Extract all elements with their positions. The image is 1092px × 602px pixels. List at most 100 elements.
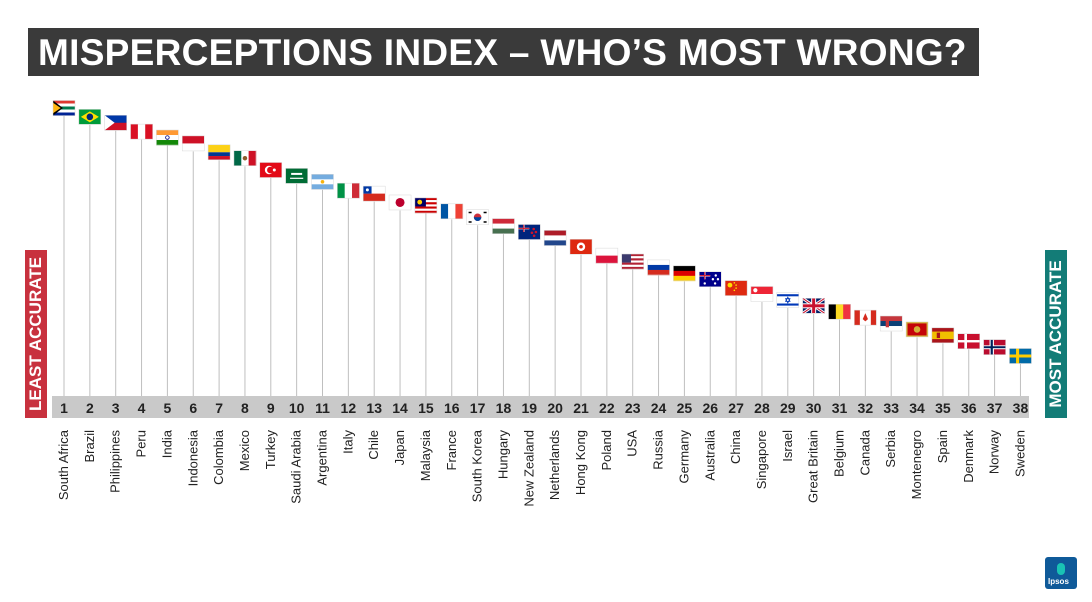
country-label: New Zealand <box>521 430 536 507</box>
country-label: South Africa <box>56 429 71 500</box>
country-label: Great Britain <box>806 430 821 503</box>
rank-label: 16 <box>444 400 460 416</box>
norway-flag-icon <box>983 339 1006 355</box>
country-label: Denmark <box>961 430 976 483</box>
country-label: Japan <box>392 430 407 465</box>
rank-label: 1 <box>60 400 68 416</box>
country-label: Malaysia <box>418 429 433 481</box>
hungary-flag-icon <box>492 218 515 234</box>
rank-label: 19 <box>522 400 538 416</box>
rank-label: 24 <box>651 400 667 416</box>
russia-flag-icon <box>647 259 670 276</box>
chart-title: MISPERCEPTIONS INDEX – WHO’S MOST WRONG? <box>28 28 979 76</box>
country-label: Hong Kong <box>573 430 588 495</box>
rank-bar <box>52 396 1029 418</box>
country-label: Singapore <box>754 430 769 489</box>
new-zealand-flag-icon <box>518 224 541 240</box>
rank-label: 20 <box>547 400 563 416</box>
country-label: Peru <box>134 430 149 457</box>
country-label: Australia <box>702 429 717 480</box>
rank-label: 30 <box>806 400 822 416</box>
germany-flag-icon <box>673 265 696 282</box>
country-label: Netherlands <box>547 430 562 501</box>
denmark-flag-icon <box>957 333 980 349</box>
ipsos-logo: Ipsos <box>1045 557 1077 589</box>
country-label: Serbia <box>883 429 898 467</box>
rank-label: 27 <box>728 400 744 416</box>
country-label: Canada <box>857 429 872 475</box>
rank-label: 33 <box>883 400 899 416</box>
argentina-flag-icon <box>311 174 334 190</box>
country-label: France <box>444 430 459 470</box>
peru-flag-icon <box>130 123 153 140</box>
country-label: Belgium <box>832 430 847 477</box>
montenegro-flag-icon <box>905 321 929 338</box>
country-label: Spain <box>935 430 950 463</box>
chile-flag-icon <box>362 185 386 202</box>
country-label: Israel <box>780 430 795 462</box>
rank-label: 7 <box>215 400 223 416</box>
brazil-flag-icon <box>78 109 102 125</box>
country-label: Mexico <box>237 430 252 471</box>
logo-text: Ipsos <box>1048 577 1069 586</box>
rank-label: 35 <box>935 400 951 416</box>
rank-label: 31 <box>832 400 848 416</box>
rank-label: 13 <box>366 400 382 416</box>
serbia-flag-icon <box>879 315 903 332</box>
south-africa-flag-icon <box>52 100 76 116</box>
poland-flag-icon <box>595 247 619 264</box>
france-flag-icon <box>440 203 464 220</box>
country-label: Turkey <box>263 430 278 470</box>
rank-label: 6 <box>189 400 197 416</box>
logo-mark <box>1057 563 1065 575</box>
turkey-flag-icon <box>259 162 283 178</box>
rank-label: 8 <box>241 400 249 416</box>
rank-label: 9 <box>267 400 275 416</box>
country-label: Chile <box>366 430 381 460</box>
sweden-flag-icon <box>1009 348 1032 364</box>
rank-label: 25 <box>677 400 693 416</box>
country-label: Montenegro <box>909 430 924 499</box>
country-label: Sweden <box>1012 430 1027 477</box>
saudi-arabia-flag-icon <box>285 168 308 184</box>
india-flag-icon <box>156 129 179 146</box>
rank-label: 15 <box>418 400 434 416</box>
rank-label: 23 <box>625 400 641 416</box>
rank-label: 37 <box>987 400 1003 416</box>
country-label: Indonesia <box>185 429 200 486</box>
belgium-flag-icon <box>828 303 851 320</box>
country-label: Norway <box>987 430 1002 475</box>
mexico-flag-icon <box>233 150 257 166</box>
country-label: Italy <box>340 430 355 454</box>
country-label: Germany <box>676 430 691 484</box>
rank-label: 18 <box>496 400 512 416</box>
singapore-flag-icon <box>750 286 774 302</box>
country-label: Saudi Arabia <box>289 429 304 503</box>
indonesia-flag-icon <box>182 135 205 152</box>
rank-label: 28 <box>754 400 770 416</box>
country-label: Brazil <box>82 430 97 463</box>
italy-flag-icon <box>337 182 360 199</box>
rank-label: 17 <box>470 400 486 416</box>
rank-label: 38 <box>1013 400 1029 416</box>
malaysia-flag-icon <box>414 197 438 214</box>
country-label: India <box>159 429 174 458</box>
country-label: Poland <box>599 430 614 470</box>
israel-flag-icon <box>776 292 800 308</box>
rank-label: 2 <box>86 400 94 416</box>
great-britain-flag-icon <box>801 297 826 315</box>
country-label: Hungary <box>495 430 510 480</box>
rank-label: 12 <box>341 400 357 416</box>
spain-flag-icon <box>931 327 955 344</box>
usa-flag-icon <box>621 253 644 270</box>
rank-label: 10 <box>289 400 305 416</box>
rank-label: 5 <box>164 400 172 416</box>
netherlands-flag-icon <box>543 230 567 246</box>
least-accurate-label: LEAST ACCURATE <box>25 250 47 418</box>
country-label: Argentina <box>315 429 330 485</box>
rank-label: 32 <box>858 400 874 416</box>
rank-label: 3 <box>112 400 120 416</box>
country-label: USA <box>625 430 640 457</box>
most-accurate-label: MOST ACCURATE <box>1045 250 1067 418</box>
